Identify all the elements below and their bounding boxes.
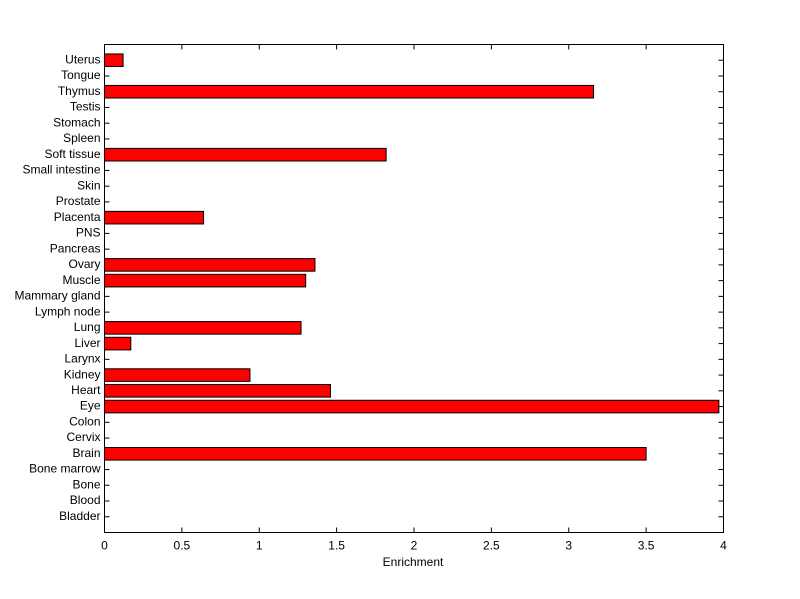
- y-tick-label: Bone marrow: [29, 462, 101, 476]
- bar: [104, 336, 132, 351]
- y-tick-label: Lymph node: [35, 304, 101, 318]
- x-tick-label: 4: [720, 539, 727, 553]
- bar: [104, 368, 251, 382]
- y-tick-label: Kidney: [64, 367, 101, 381]
- bar: [104, 53, 124, 68]
- x-tick-label: 3: [565, 539, 572, 553]
- y-tick-label: Pancreas: [50, 241, 101, 255]
- bar: [104, 384, 331, 398]
- y-tick-label: Testis: [70, 100, 101, 114]
- x-tick-label: 1: [256, 539, 263, 553]
- y-tick-label: Muscle: [62, 273, 100, 287]
- bar: [104, 446, 647, 461]
- bar: [104, 273, 307, 288]
- y-tick-label: Spleen: [63, 131, 100, 145]
- y-tick-label: Thymus: [58, 84, 101, 98]
- y-tick-label: Bone: [72, 477, 100, 491]
- x-tick-label: 2.5: [483, 539, 500, 553]
- y-tick-label: PNS: [76, 226, 101, 240]
- y-tick-label: Colon: [69, 414, 100, 428]
- y-tick-label: Cervix: [66, 430, 100, 444]
- bar: [104, 147, 387, 162]
- y-tick-label: Ovary: [68, 257, 100, 271]
- y-tick-label: Tongue: [61, 68, 101, 82]
- y-tick-label: Soft tissue: [44, 147, 100, 161]
- x-tick-label: 2: [411, 539, 418, 553]
- bar: [104, 399, 720, 414]
- y-tick-label: Blood: [70, 493, 101, 507]
- y-tick-label: Larynx: [64, 352, 100, 366]
- x-tick-label: 1.5: [328, 539, 345, 553]
- y-tick-label: Prostate: [56, 194, 101, 208]
- bar: [104, 321, 302, 335]
- y-tick-label: Eye: [80, 399, 101, 413]
- bar: [104, 258, 316, 272]
- y-tick-label: Brain: [72, 446, 100, 460]
- y-tick-label: Lung: [74, 320, 101, 334]
- y-tick-label: Mammary gland: [14, 289, 100, 303]
- y-tick-label: Uterus: [65, 52, 100, 66]
- y-tick-label: Liver: [74, 336, 100, 350]
- y-tick-label: Heart: [71, 383, 101, 397]
- y-tick-label: Small intestine: [22, 163, 100, 177]
- x-tick-label: 0: [101, 539, 108, 553]
- bar: [104, 84, 595, 99]
- y-tick-label: Stomach: [53, 115, 100, 129]
- x-tick-label: 0.5: [174, 539, 191, 553]
- y-tick-label: Skin: [77, 178, 100, 192]
- bar: [104, 210, 205, 225]
- x-tick-label: 3.5: [638, 539, 655, 553]
- y-tick-label: Placenta: [54, 210, 101, 224]
- y-tick-label: Bladder: [59, 509, 100, 523]
- x-axis-label: Enrichment: [383, 555, 444, 569]
